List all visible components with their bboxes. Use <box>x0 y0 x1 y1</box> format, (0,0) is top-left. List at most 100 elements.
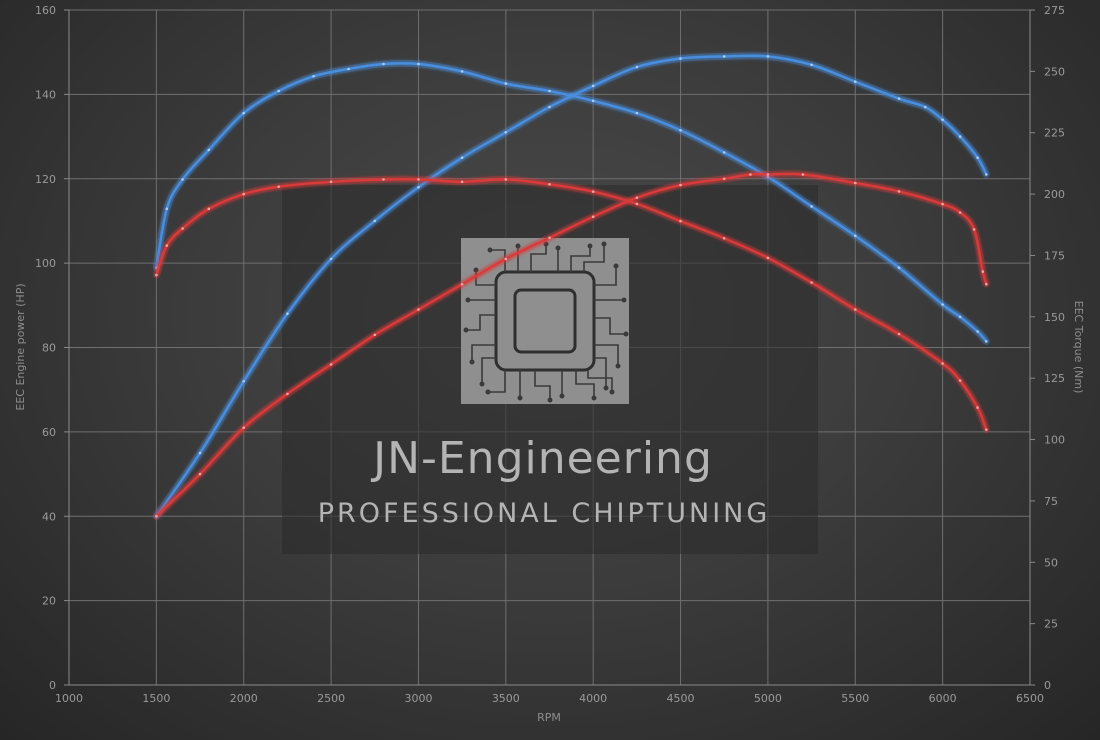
data-point <box>504 82 508 85</box>
data-point <box>277 89 281 93</box>
data-point <box>165 207 169 211</box>
right-tick-label: 25 <box>1044 618 1058 631</box>
data-point <box>591 99 595 103</box>
x-tick-label: 4000 <box>579 692 607 705</box>
data-point <box>591 84 595 88</box>
left-tick-label: 0 <box>49 679 56 692</box>
watermark-subtitle: PROFESSIONAL CHIPTUNING <box>318 498 771 529</box>
data-point <box>373 219 377 223</box>
data-point <box>766 173 770 176</box>
data-point <box>460 180 464 184</box>
watermark-title: JN-Engineering <box>370 433 713 484</box>
data-point <box>923 105 927 109</box>
right-tick-label: 250 <box>1044 65 1065 78</box>
right-tick-label: 50 <box>1044 556 1058 569</box>
data-point <box>242 192 245 196</box>
x-tick-label: 5000 <box>754 692 782 705</box>
data-point <box>277 185 281 188</box>
x-tick-label: 3000 <box>404 692 432 705</box>
x-tick-label: 4500 <box>667 692 695 705</box>
data-point <box>897 332 901 336</box>
x-tick-label: 2500 <box>317 692 345 705</box>
data-point <box>985 282 988 286</box>
data-point <box>897 190 901 193</box>
data-point <box>801 173 805 176</box>
x-tick-label: 3500 <box>492 692 520 705</box>
data-point <box>460 156 464 159</box>
data-point <box>460 282 464 286</box>
data-point <box>417 62 420 66</box>
data-point <box>985 340 988 343</box>
right-tick-label: 175 <box>1044 249 1065 262</box>
data-point <box>312 75 315 78</box>
data-point <box>766 55 770 58</box>
data-point <box>810 63 813 67</box>
x-tick-label: 2000 <box>230 692 258 705</box>
data-point <box>504 131 508 134</box>
series-line-red-left <box>155 172 988 518</box>
x-axis-ticks: 1000 1500 2000 2500 3000 3500 4000 4500 5000 5500… <box>55 692 1044 705</box>
data-point <box>382 178 385 181</box>
data-point <box>941 202 944 206</box>
x-tick-label: 6500 <box>1016 692 1044 705</box>
data-point <box>679 219 682 223</box>
data-point <box>635 196 639 199</box>
left-axis-title: EEC Engine power (HP) <box>14 283 27 410</box>
left-tick-label: 80 <box>42 342 56 355</box>
data-point <box>897 97 901 100</box>
data-point <box>722 151 726 154</box>
data-point <box>460 70 464 73</box>
data-point <box>181 227 184 230</box>
left-tick-label: 120 <box>35 173 56 186</box>
data-point <box>854 234 857 238</box>
left-tick-label: 100 <box>35 257 56 270</box>
data-point <box>155 266 158 270</box>
data-point <box>976 156 979 159</box>
data-point <box>958 135 962 138</box>
data-point <box>198 472 202 476</box>
data-point <box>679 183 682 187</box>
data-point <box>941 303 944 306</box>
data-point <box>417 308 420 311</box>
right-tick-label: 0 <box>1044 679 1051 692</box>
data-point <box>417 185 420 189</box>
data-point <box>329 257 333 261</box>
data-point <box>548 105 551 109</box>
data-point <box>679 57 682 60</box>
x-tick-label: 1000 <box>55 692 83 705</box>
right-axis-ticks: 0 25 50 75 100 125 150 175 200 225 250 275 <box>1030 4 1065 692</box>
data-point <box>941 118 944 121</box>
right-tick-label: 75 <box>1044 495 1058 508</box>
data-point <box>591 215 595 218</box>
data-point <box>347 67 350 71</box>
data-point <box>635 65 639 69</box>
x-tick-label: 6000 <box>929 692 957 705</box>
data-point <box>155 273 158 277</box>
data-point <box>958 379 962 382</box>
right-tick-label: 275 <box>1044 4 1065 17</box>
data-point <box>958 211 962 214</box>
right-axis-title: EEC Torque (Nm) <box>1072 301 1085 394</box>
data-point <box>242 111 245 115</box>
data-point <box>749 173 752 176</box>
data-point <box>810 205 813 208</box>
data-point <box>766 256 770 260</box>
data-point <box>242 426 245 430</box>
left-axis-ticks: 0 20 40 60 80 100 120 140 160 <box>35 4 69 692</box>
circuit-chip-icon <box>461 238 629 404</box>
chart-series <box>152 52 990 520</box>
data-point <box>207 207 211 211</box>
data-point <box>155 515 158 518</box>
data-point <box>679 129 682 132</box>
data-point <box>242 380 245 383</box>
data-point <box>329 363 333 366</box>
data-point <box>722 237 726 240</box>
data-point <box>985 173 988 176</box>
right-tick-label: 150 <box>1044 311 1065 324</box>
right-tick-label: 200 <box>1044 188 1065 201</box>
data-point <box>635 202 639 206</box>
data-point <box>382 62 385 66</box>
data-point <box>548 236 551 240</box>
data-point <box>766 175 770 179</box>
